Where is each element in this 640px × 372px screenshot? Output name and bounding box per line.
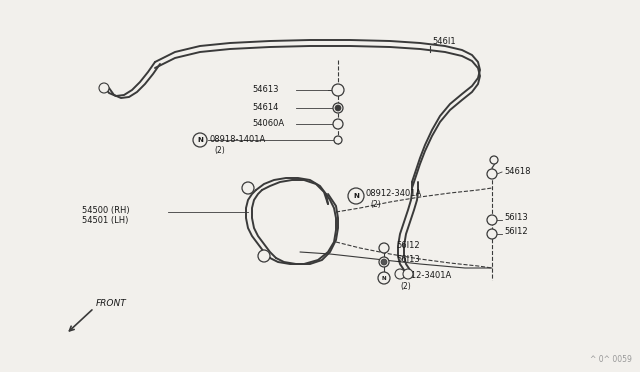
Text: N: N	[381, 276, 387, 280]
Text: 54500 (RH): 54500 (RH)	[82, 205, 130, 215]
Text: 08918-1401A: 08918-1401A	[210, 135, 266, 144]
Circle shape	[335, 105, 341, 111]
Text: 54618: 54618	[504, 167, 531, 176]
Circle shape	[379, 243, 389, 253]
Text: 08912-3401A: 08912-3401A	[366, 189, 422, 199]
Circle shape	[487, 169, 497, 179]
Text: FRONT: FRONT	[96, 299, 127, 308]
Circle shape	[332, 84, 344, 96]
Text: 54613: 54613	[252, 86, 278, 94]
Circle shape	[334, 136, 342, 144]
Circle shape	[99, 83, 109, 93]
Circle shape	[242, 182, 254, 194]
Text: (2): (2)	[400, 282, 411, 292]
Text: 56I12: 56I12	[396, 241, 420, 250]
Text: (2): (2)	[370, 201, 381, 209]
Circle shape	[487, 229, 497, 239]
Circle shape	[490, 156, 498, 164]
Text: 54501 (LH): 54501 (LH)	[82, 217, 129, 225]
Text: ^ 0^ 0059: ^ 0^ 0059	[590, 355, 632, 364]
Text: 546I1: 546I1	[432, 38, 456, 46]
Text: 56I12: 56I12	[504, 228, 527, 237]
Text: N: N	[353, 193, 359, 199]
Circle shape	[193, 133, 207, 147]
Text: N: N	[197, 137, 203, 143]
Circle shape	[487, 215, 497, 225]
Text: 56I13: 56I13	[504, 214, 528, 222]
Circle shape	[258, 250, 270, 262]
Circle shape	[379, 257, 389, 267]
Circle shape	[403, 269, 413, 279]
Circle shape	[348, 188, 364, 204]
Circle shape	[333, 103, 343, 113]
Text: 08912-3401A: 08912-3401A	[396, 272, 452, 280]
Circle shape	[378, 272, 390, 284]
Circle shape	[333, 119, 343, 129]
Circle shape	[381, 259, 387, 265]
Text: 54614: 54614	[252, 103, 278, 112]
Circle shape	[395, 269, 405, 279]
Text: (2): (2)	[214, 145, 225, 154]
Text: 54060A: 54060A	[252, 119, 284, 128]
Text: 56I13: 56I13	[396, 256, 420, 264]
